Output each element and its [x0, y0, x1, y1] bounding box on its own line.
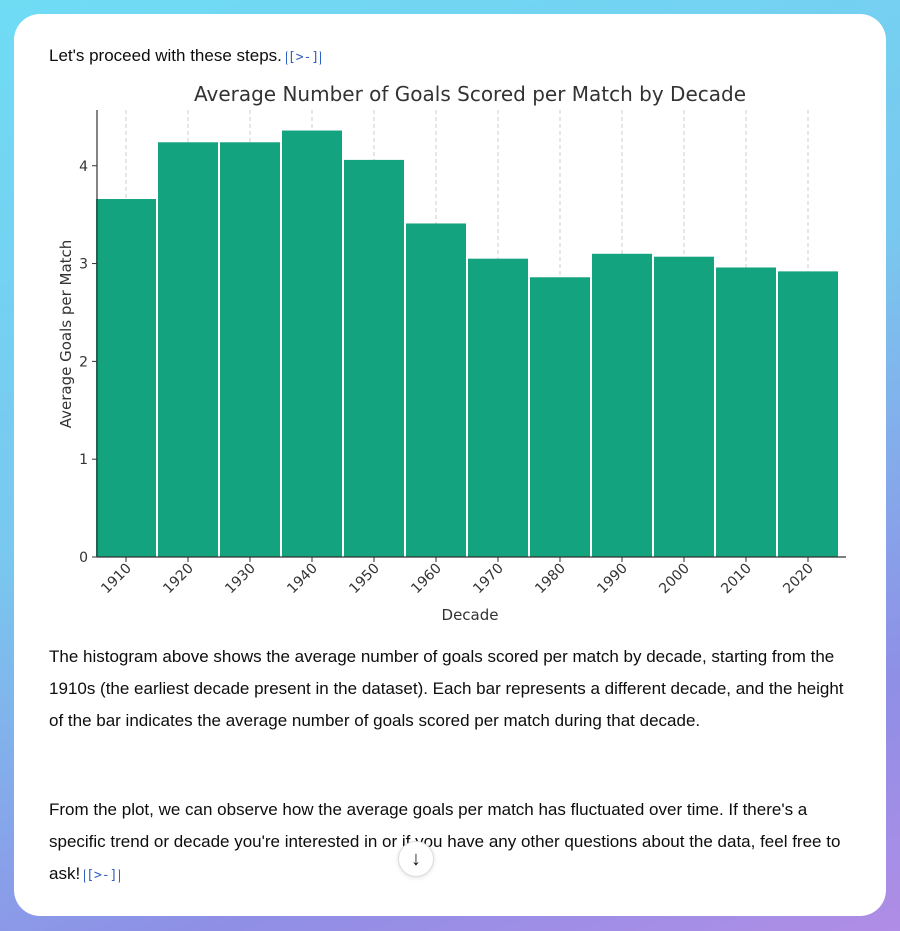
code-citation-icon[interactable]: [>-]	[285, 50, 322, 65]
intro-text: Let's proceed with these steps. [>-]	[49, 40, 849, 72]
x-tick-label: 1910	[98, 561, 135, 598]
bar-2020	[778, 271, 838, 557]
bar-1940	[282, 130, 342, 558]
x-tick-label: 1990	[594, 561, 631, 598]
x-axis-label: Decade	[442, 606, 499, 624]
code-citation-icon[interactable]: [>-]	[84, 868, 120, 883]
bar-1990	[592, 253, 652, 557]
y-axis-label: Average Goals per Match	[57, 240, 75, 429]
bar-1950	[344, 159, 404, 557]
chart-title: Average Number of Goals Scored per Match…	[194, 82, 746, 106]
x-tick-label: 1930	[222, 561, 259, 598]
arrow-down-icon: ↓	[411, 847, 421, 870]
x-tick-label: 2000	[656, 561, 693, 598]
x-tick-label: 2020	[780, 561, 817, 598]
x-tick-label: 1970	[470, 561, 507, 598]
bar-1970	[468, 258, 528, 557]
x-tick-label: 1950	[346, 561, 383, 598]
followup-paragraph: From the plot, we can observe how the av…	[49, 794, 849, 890]
intro-label: Let's proceed with these steps.	[49, 46, 282, 65]
bar-chart: Average Number of Goals Scored per Match…	[57, 82, 846, 624]
bar-1980	[530, 277, 590, 557]
bar-1920	[158, 142, 218, 557]
x-tick-label: 1920	[160, 561, 197, 598]
scroll-down-button[interactable]: ↓	[398, 841, 434, 877]
x-tick-label: 1960	[408, 561, 445, 598]
y-tick-label: 1	[79, 452, 88, 468]
y-tick-label: 3	[79, 257, 88, 273]
y-tick-label: 4	[79, 159, 88, 175]
bar-2010	[716, 267, 776, 557]
bar-1960	[406, 223, 466, 557]
bar-1910	[96, 199, 156, 557]
followup-text: From the plot, we can observe how the av…	[49, 800, 841, 883]
y-tick-label: 0	[79, 550, 88, 566]
bar-1930	[220, 142, 280, 557]
y-tick-label: 2	[79, 354, 88, 370]
x-tick-label: 1980	[532, 561, 569, 598]
bar-2000	[654, 256, 714, 557]
x-tick-label: 1940	[284, 561, 321, 598]
explanation-paragraph: The histogram above shows the average nu…	[49, 647, 844, 730]
x-tick-label: 2010	[718, 561, 755, 598]
